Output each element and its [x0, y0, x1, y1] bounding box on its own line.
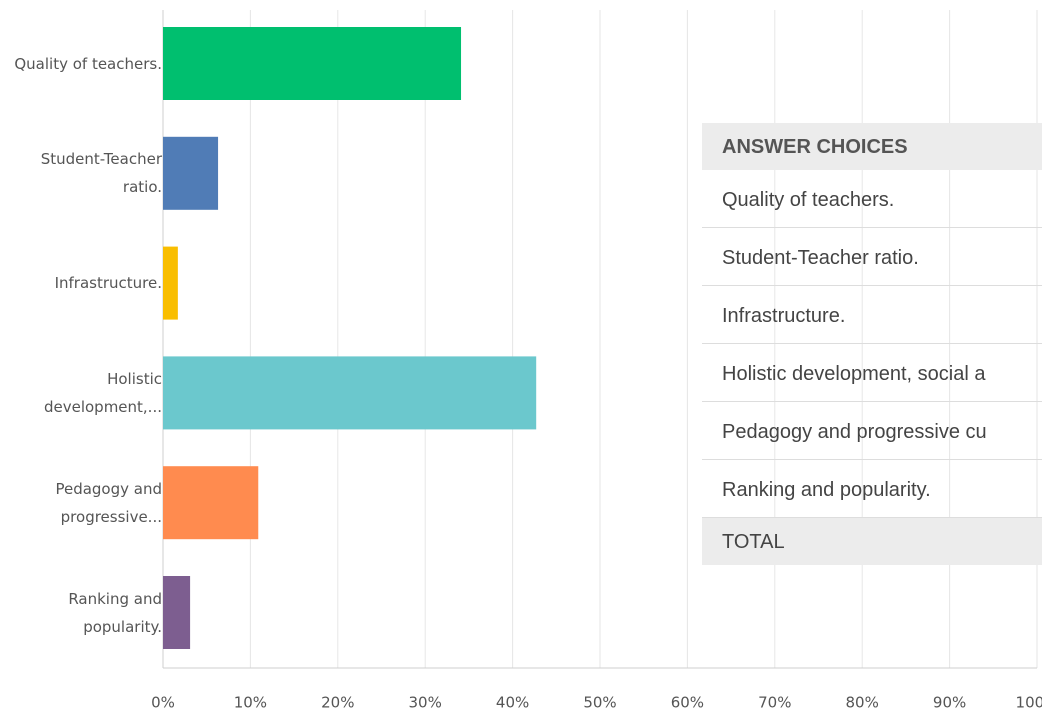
- table-header: ANSWER CHOICES: [702, 123, 1042, 170]
- x-tick-label: 0%: [151, 694, 175, 711]
- table-rows: Quality of teachers. Student-Teacher rati…: [702, 170, 1042, 518]
- x-tick-label: 30%: [409, 694, 442, 711]
- x-tick-label: 60%: [671, 694, 704, 711]
- y-tick-label: Infrastructure.: [54, 274, 162, 293]
- y-tick-label: Student-Teacher ratio.: [40, 150, 162, 197]
- x-tick-label: 80%: [846, 694, 879, 711]
- table-row: Holistic development, social a: [702, 344, 1042, 402]
- table-row: Quality of teachers.: [702, 170, 1042, 228]
- y-tick-label: Holistic development,...: [43, 369, 162, 416]
- bar: [163, 27, 462, 100]
- y-tick-label: Quality of teachers.: [14, 54, 162, 73]
- x-tick-label: 50%: [583, 694, 616, 711]
- x-tick-label: 70%: [758, 694, 791, 711]
- bar: [163, 246, 178, 320]
- x-tick-label: 90%: [933, 694, 966, 711]
- y-tick-label: Ranking and popularity.: [68, 589, 162, 636]
- table-row: Student-Teacher ratio.: [702, 228, 1042, 286]
- y-tick-label: Pedagogy and progressive...: [55, 479, 162, 526]
- x-tick-label: 10%: [234, 694, 267, 711]
- bar: [163, 576, 191, 649]
- table-row: Pedagogy and progressive cu: [702, 402, 1042, 460]
- bar: [163, 356, 537, 430]
- table-row: Ranking and popularity.: [702, 460, 1042, 518]
- bar: [163, 136, 219, 210]
- bar: [163, 466, 259, 540]
- x-tick-label: 100%: [1016, 694, 1042, 711]
- x-tick-label: 40%: [496, 694, 529, 711]
- table-footer: TOTAL: [702, 518, 1042, 565]
- answer-table: ANSWER CHOICES Quality of teachers. Stude…: [702, 123, 1042, 565]
- x-tick-label: 20%: [321, 694, 354, 711]
- table-row: Infrastructure.: [702, 286, 1042, 344]
